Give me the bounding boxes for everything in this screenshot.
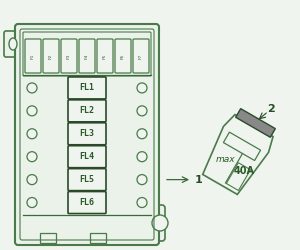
FancyBboxPatch shape: [61, 39, 77, 73]
Text: FL4: FL4: [80, 152, 94, 161]
Polygon shape: [203, 114, 273, 194]
FancyBboxPatch shape: [68, 100, 106, 122]
Text: FL2: FL2: [80, 106, 94, 115]
Circle shape: [152, 215, 168, 231]
FancyBboxPatch shape: [4, 31, 22, 57]
FancyBboxPatch shape: [23, 32, 151, 76]
FancyBboxPatch shape: [15, 24, 159, 245]
Text: 2: 2: [267, 104, 274, 114]
FancyBboxPatch shape: [68, 77, 106, 99]
Circle shape: [27, 152, 37, 162]
FancyBboxPatch shape: [139, 205, 165, 241]
Text: FL5: FL5: [80, 175, 94, 184]
Text: FL1: FL1: [80, 84, 94, 92]
Text: F1: F1: [31, 54, 35, 59]
Circle shape: [27, 174, 37, 184]
FancyBboxPatch shape: [115, 39, 131, 73]
Text: F3: F3: [67, 54, 71, 59]
Bar: [90, 233, 106, 243]
Text: FL3: FL3: [80, 129, 94, 138]
Text: F7: F7: [139, 54, 143, 59]
Text: FL6: FL6: [80, 198, 94, 207]
Circle shape: [137, 198, 147, 207]
Circle shape: [27, 198, 37, 207]
Text: 40A: 40A: [234, 166, 255, 176]
Ellipse shape: [9, 38, 17, 50]
FancyBboxPatch shape: [68, 123, 106, 145]
Circle shape: [27, 129, 37, 139]
Circle shape: [137, 83, 147, 93]
Bar: [224, 132, 261, 160]
Text: 1: 1: [195, 174, 203, 184]
Circle shape: [27, 83, 37, 93]
Circle shape: [137, 129, 147, 139]
Text: F4: F4: [85, 54, 89, 59]
Circle shape: [137, 152, 147, 162]
Text: max: max: [215, 155, 235, 164]
FancyBboxPatch shape: [25, 39, 41, 73]
Bar: [40, 233, 56, 243]
FancyBboxPatch shape: [79, 39, 95, 73]
FancyBboxPatch shape: [68, 146, 106, 168]
Text: F5: F5: [103, 54, 107, 59]
FancyBboxPatch shape: [68, 168, 106, 190]
Text: F2: F2: [49, 54, 53, 59]
FancyBboxPatch shape: [97, 39, 113, 73]
Circle shape: [137, 106, 147, 116]
Bar: [236, 109, 275, 137]
Circle shape: [137, 174, 147, 184]
Bar: [226, 163, 250, 190]
FancyBboxPatch shape: [68, 192, 106, 214]
Text: F6: F6: [121, 54, 125, 59]
Circle shape: [27, 106, 37, 116]
FancyBboxPatch shape: [43, 39, 59, 73]
FancyBboxPatch shape: [133, 39, 149, 73]
